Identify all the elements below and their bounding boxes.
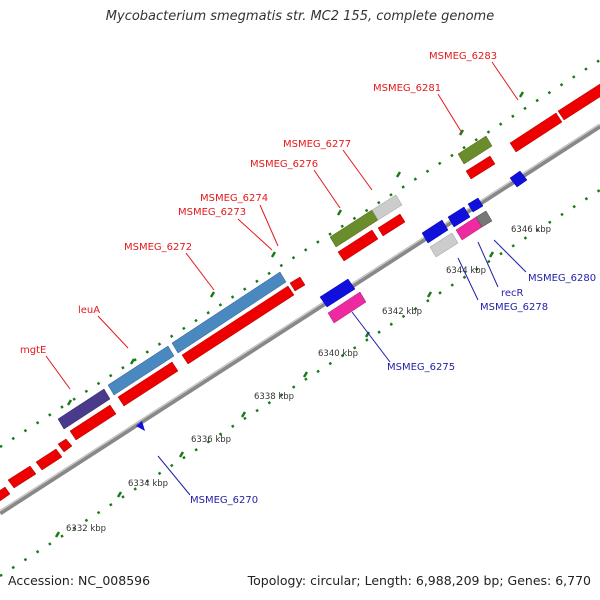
forward-outer-gene-blocks xyxy=(57,135,493,430)
gene-block-msmeg-6280 xyxy=(475,210,493,228)
tick-label: 6344 kbp xyxy=(446,266,486,276)
outer-tick-marks xyxy=(66,91,525,406)
gene-block-blue xyxy=(447,206,471,228)
gene-block-leua xyxy=(107,345,175,396)
gene-label-mgte: mgtE xyxy=(20,345,46,356)
gene-block-blue xyxy=(509,170,528,188)
inner-guide-line xyxy=(0,188,600,578)
gene-block-red xyxy=(557,83,600,121)
map-title: Mycobacterium smegmatis str. MC2 155, co… xyxy=(105,9,495,24)
gene-label-msmeg-6277: MSMEG_6277 xyxy=(283,139,351,150)
gene-block-red xyxy=(7,465,37,489)
tick-label: 6342 kbp xyxy=(382,307,422,317)
gene-label-msmeg-6272: MSMEG_6272 xyxy=(124,242,192,253)
gene-label-msmeg-6273: MSMEG_6273 xyxy=(178,207,246,218)
reverse-leader-lines xyxy=(157,239,527,496)
gene-block-red xyxy=(337,229,379,262)
gene-block-red xyxy=(0,486,11,502)
gene-block-red xyxy=(69,404,117,441)
gene-block-red xyxy=(57,438,73,453)
gene-block-red xyxy=(117,361,179,407)
gene-label-msmeg-6278: MSMEG_6278 xyxy=(480,302,548,313)
forward-leader-lines xyxy=(45,61,519,390)
reverse-gene-blocks xyxy=(136,170,528,431)
genome-info-text: Topology: circular; Length: 6,988,209 bp… xyxy=(247,573,591,588)
tick-label: 6340 kbp xyxy=(318,349,358,359)
gene-block-red xyxy=(465,155,496,180)
tick-label: 6338 kbp xyxy=(254,392,294,402)
gene-label-msmeg-6274: MSMEG_6274 xyxy=(200,193,268,204)
gene-block-msmeg-6277 xyxy=(371,194,403,221)
accession-text: Accession: NC_008596 xyxy=(8,573,151,588)
gene-block-msmeg-6275 xyxy=(327,291,367,324)
tick-label: 6334 kbp xyxy=(128,479,168,489)
forward-gene-blocks xyxy=(0,83,600,502)
genome-backbone-highlight xyxy=(0,123,600,512)
outer-guide-line xyxy=(0,58,600,449)
gene-label-msmeg-6283: MSMEG_6283 xyxy=(429,51,497,62)
gene-label-msmeg-6275: MSMEG_6275 xyxy=(387,362,455,373)
gene-block-blue xyxy=(467,197,484,213)
gene-block-red xyxy=(35,448,63,471)
gene-block-msmeg-6272 xyxy=(171,271,287,354)
gene-block-red xyxy=(509,112,563,153)
gene-label-msmeg-6276: MSMEG_6276 xyxy=(250,159,318,170)
gene-block-red xyxy=(377,213,406,237)
tick-label: 6332 kbp xyxy=(66,524,106,534)
gene-block-msmeg-6278 xyxy=(429,232,459,258)
gene-block-msmeg-6281 xyxy=(457,135,493,165)
gene-block-red xyxy=(181,285,295,365)
gene-block-msmeg-6270 xyxy=(136,421,145,431)
gene-block-blue xyxy=(319,278,356,308)
tick-label: 6336 kbp xyxy=(191,435,231,445)
genome-backbone xyxy=(0,123,600,516)
gene-label-msmeg-6270: MSMEG_6270 xyxy=(190,495,258,506)
tick-marks xyxy=(54,251,495,538)
gene-label-msmeg-6281: MSMEG_6281 xyxy=(373,83,441,94)
gene-block-blue xyxy=(421,219,449,244)
gene-block-mgte xyxy=(57,388,111,430)
gene-label-leua: leuA xyxy=(78,305,100,316)
gene-block-red xyxy=(289,276,306,292)
tick-label: 6346 kbp xyxy=(511,225,551,235)
gene-label-msmeg-6280: MSMEG_6280 xyxy=(528,273,596,284)
gene-label-recr: recR xyxy=(501,288,524,299)
